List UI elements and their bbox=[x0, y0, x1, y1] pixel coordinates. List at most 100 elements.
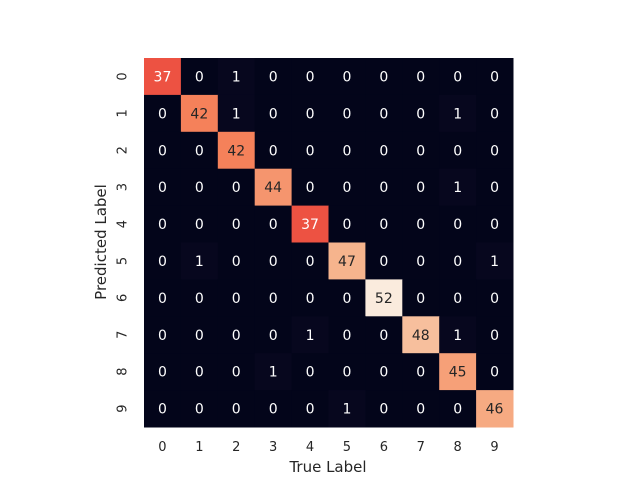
cell-label-r2-c3: 0 bbox=[269, 143, 278, 159]
cell-label-r5-c7: 0 bbox=[416, 254, 425, 270]
cell-label-r7-c4: 1 bbox=[306, 328, 315, 344]
cell-label-r7-c1: 0 bbox=[195, 328, 204, 344]
heatmap-cell-r2-c5 bbox=[328, 131, 366, 170]
cell-label-r4-c8: 0 bbox=[453, 217, 462, 233]
cell-label-r7-c6: 0 bbox=[379, 328, 388, 344]
heatmap-cell-r6-c8 bbox=[439, 279, 477, 317]
cell-label-r6-c0: 0 bbox=[158, 291, 167, 307]
heatmap-cell-r9-c2 bbox=[217, 390, 256, 428]
cell-label-r8-c8: 45 bbox=[449, 365, 467, 381]
cell-label-r8-c1: 0 bbox=[195, 365, 204, 381]
cell-label-r4-c0: 0 bbox=[158, 217, 167, 233]
heatmap-cell-r1-c0 bbox=[144, 94, 182, 133]
y-axis-ticks: 0 1 2 3 4 5 6 7 8 9 bbox=[116, 72, 131, 412]
heatmap-cell-r4-c1 bbox=[180, 205, 219, 243]
heatmap-cell-r0-c5 bbox=[328, 58, 366, 96]
heatmap-cell-r2-c1 bbox=[180, 131, 219, 170]
cell-label-r1-c7: 0 bbox=[416, 106, 425, 122]
x-tick-label-9: 9 bbox=[490, 440, 498, 455]
cell-label-r0-c9: 0 bbox=[490, 69, 499, 85]
y-tick-label-2: 2 bbox=[116, 146, 131, 154]
heatmap-cell-r6-c1 bbox=[180, 279, 219, 317]
cell-label-r4-c9: 0 bbox=[490, 217, 499, 233]
heatmap-cell-r3-c5 bbox=[328, 168, 366, 207]
heatmap-cell-r4-c0 bbox=[144, 205, 182, 243]
heatmap-cell-r8-c7 bbox=[402, 353, 440, 391]
heatmap-cell-r8-c5 bbox=[328, 353, 366, 391]
cell-label-r8-c3: 1 bbox=[269, 365, 278, 381]
y-tick-label-0: 0 bbox=[116, 72, 131, 80]
cell-label-r0-c2: 1 bbox=[232, 69, 241, 85]
cell-label-r1-c8: 1 bbox=[453, 106, 462, 122]
cell-label-r0-c8: 0 bbox=[453, 69, 462, 85]
cell-label-r1-c5: 0 bbox=[342, 106, 351, 122]
cell-label-r9-c6: 0 bbox=[379, 402, 388, 418]
y-tick-label-9: 9 bbox=[116, 404, 131, 412]
cell-label-r4-c3: 0 bbox=[269, 217, 278, 233]
heatmap-cell-r1-c2 bbox=[217, 94, 256, 133]
cell-label-r8-c4: 0 bbox=[306, 365, 315, 381]
heatmap-cell-r4-c4 bbox=[291, 205, 329, 243]
heatmap-cell-r3-c3 bbox=[254, 168, 293, 207]
heatmap-cell-r1-c4 bbox=[291, 94, 329, 133]
heatmap-cell-r3-c0 bbox=[144, 168, 182, 207]
cell-label-r1-c1: 42 bbox=[190, 106, 208, 122]
heatmap-cell-r9-c6 bbox=[365, 390, 403, 428]
cell-label-r5-c3: 0 bbox=[269, 254, 278, 270]
cell-label-r9-c8: 0 bbox=[453, 402, 462, 418]
heatmap-cell-r0-c0 bbox=[144, 58, 182, 96]
heatmap-cell-r3-c2 bbox=[217, 168, 256, 207]
cell-label-r8-c5: 0 bbox=[342, 365, 351, 381]
cell-label-r6-c8: 0 bbox=[453, 291, 462, 307]
cell-label-r9-c4: 0 bbox=[306, 402, 315, 418]
y-axis-label: Predicted Label bbox=[92, 184, 110, 300]
heatmap-cell-r4-c3 bbox=[254, 205, 293, 243]
cell-label-r8-c2: 0 bbox=[232, 365, 241, 381]
heatmap-cell-r8-c6 bbox=[365, 353, 403, 391]
x-tick-label-3: 3 bbox=[269, 440, 277, 455]
cell-label-r6-c6: 52 bbox=[375, 291, 393, 307]
cell-label-r0-c1: 0 bbox=[195, 69, 204, 85]
heatmap-cell-r6-c5 bbox=[328, 279, 366, 317]
cell-label-r7-c5: 0 bbox=[342, 328, 351, 344]
cell-label-r9-c3: 0 bbox=[269, 402, 278, 418]
x-tick-label-8: 8 bbox=[454, 440, 462, 455]
cell-label-r2-c1: 0 bbox=[195, 143, 204, 159]
heatmap-cell-r4-c5 bbox=[328, 205, 366, 243]
heatmap-cell-r7-c8 bbox=[439, 316, 477, 354]
heatmap-cell-r5-c0 bbox=[144, 242, 182, 280]
heatmap-cell-r4-c8 bbox=[439, 205, 477, 243]
cell-label-r4-c4: 37 bbox=[301, 217, 319, 233]
heatmap-cell-r0-c1 bbox=[180, 58, 219, 96]
heatmap-cell-r6-c3 bbox=[254, 279, 293, 317]
heatmap-cell-r9-c3 bbox=[254, 390, 293, 428]
y-tick-label-5: 5 bbox=[116, 257, 131, 265]
cell-label-r9-c7: 0 bbox=[416, 402, 425, 418]
heatmap-cell-r7-c2 bbox=[217, 316, 256, 354]
cell-label-r5-c4: 0 bbox=[306, 254, 315, 270]
cell-label-r3-c1: 0 bbox=[195, 180, 204, 196]
heatmap-cell-r2-c3 bbox=[254, 131, 293, 170]
heatmap-cell-r9-c0 bbox=[144, 390, 182, 428]
heatmap-cell-r3-c7 bbox=[402, 168, 440, 207]
heatmap-cell-r3-c4 bbox=[291, 168, 329, 207]
heatmap-cell-r8-c8 bbox=[439, 353, 477, 391]
heatmap-cell-r0-c6 bbox=[365, 58, 403, 96]
cell-label-r3-c3: 44 bbox=[264, 180, 282, 196]
y-tick-label-6: 6 bbox=[116, 294, 131, 302]
cell-label-r5-c1: 1 bbox=[195, 254, 204, 270]
x-tick-label-5: 5 bbox=[343, 440, 351, 455]
cell-label-r8-c9: 0 bbox=[490, 365, 499, 381]
cell-label-r9-c9: 46 bbox=[486, 402, 504, 418]
cell-label-r4-c2: 0 bbox=[232, 217, 241, 233]
x-axis-label: True Label bbox=[288, 458, 366, 476]
heatmap-cell-r7-c6 bbox=[365, 316, 403, 354]
heatmap-cell-r0-c8 bbox=[439, 58, 477, 96]
heatmap-cell-r8-c4 bbox=[291, 353, 329, 391]
x-tick-label-1: 1 bbox=[195, 440, 203, 455]
cell-label-r9-c2: 0 bbox=[232, 402, 241, 418]
cell-label-r1-c6: 0 bbox=[379, 106, 388, 122]
heatmap-cell-r4-c2 bbox=[217, 205, 256, 243]
cell-label-r5-c2: 0 bbox=[232, 254, 241, 270]
heatmap-cell-r0-c2 bbox=[217, 58, 256, 96]
